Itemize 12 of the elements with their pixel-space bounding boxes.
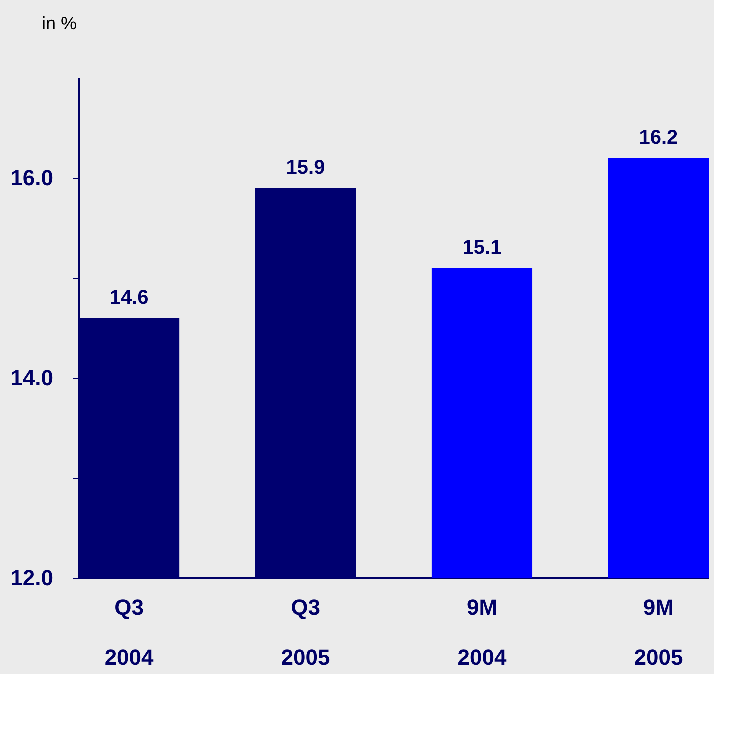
data-label: 16.2 (639, 127, 678, 149)
data-label: 14.6 (110, 287, 149, 309)
data-label: 15.1 (462, 237, 502, 259)
x-tick-label: 9M 2004 (458, 595, 508, 670)
y-tick-label: 12.0 (10, 566, 54, 590)
y-axis-title: in % (42, 14, 78, 34)
y-tick-label: 16.0 (10, 166, 54, 190)
x-tick-label: Q3 2004 (104, 595, 155, 670)
data-label: 15.9 (286, 157, 326, 179)
x-tick-label: 9M 2005 (634, 595, 684, 670)
x-tick-label: Q3 2005 (281, 595, 330, 670)
y-tick-label: 14.0 (10, 366, 54, 390)
